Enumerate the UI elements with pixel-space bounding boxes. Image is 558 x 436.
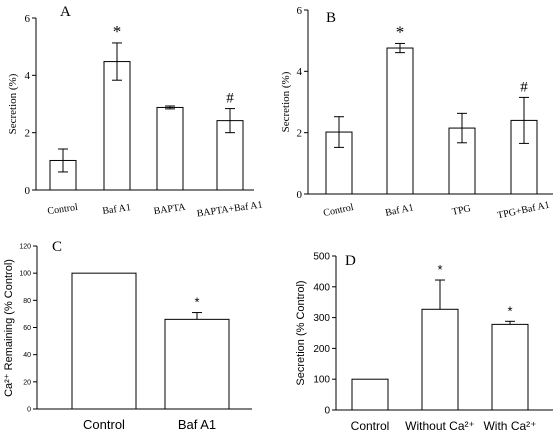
significance-marker: * xyxy=(113,22,122,41)
y-tick-label: 0 xyxy=(25,185,31,197)
x-tick-label: BAPTA+Baf A1 xyxy=(196,199,263,219)
y-axis-label: Ca²⁺ Remaining (% Control) xyxy=(3,259,15,397)
significance-marker: * xyxy=(507,303,512,318)
chart-panel-a: 0 2 4 6 Secretion (%) Control * Baf A1 BAPTA # BAP… xyxy=(7,13,263,220)
x-tick-label: With Ca²⁺ xyxy=(483,419,536,433)
bar xyxy=(164,318,230,410)
panel-label-a: A xyxy=(60,4,71,20)
y-tick-label: 4 xyxy=(297,66,303,78)
y-axis-label: Secretion (%) xyxy=(7,73,19,134)
x-tick-label: Baf A1 xyxy=(384,202,414,219)
y-tick-label: 400 xyxy=(313,282,330,293)
y-axis-label: Secretion (%) xyxy=(280,71,292,132)
bar xyxy=(351,378,389,411)
bar xyxy=(103,61,131,191)
significance-marker: * xyxy=(194,295,199,310)
panel-label-d: D xyxy=(345,253,356,269)
y-tick-label: 0 xyxy=(297,189,303,201)
bar xyxy=(491,323,529,411)
y-tick-label: 500 xyxy=(313,252,330,263)
y-tick-label: 60 xyxy=(23,325,31,332)
y-tick-label: 0 xyxy=(27,406,31,413)
y-tick-label: 200 xyxy=(313,344,330,355)
y-tick-label: 100 xyxy=(19,271,31,278)
chart-panel-c: 0 20 40 60 80 100 120 Ca²⁺ Remaining (% Control… xyxy=(3,243,252,432)
significance-marker: * xyxy=(437,262,442,277)
x-tick-label: Control xyxy=(83,417,125,432)
y-tick-label: 120 xyxy=(19,243,31,250)
x-tick-label: Baf A1 xyxy=(102,202,132,217)
y-tick-label: 0 xyxy=(324,406,330,417)
significance-marker: # xyxy=(520,79,528,95)
y-tick-label: 100 xyxy=(313,375,330,386)
bar xyxy=(156,106,184,191)
y-tick-label: 6 xyxy=(25,13,31,25)
x-tick-label: Control xyxy=(47,202,79,217)
bar xyxy=(421,308,459,411)
x-tick-label: Control xyxy=(351,419,390,433)
x-tick-label: BAPTA xyxy=(153,202,187,217)
y-tick-label: 2 xyxy=(297,128,303,140)
y-tick-label: 2 xyxy=(25,128,31,140)
significance-marker: # xyxy=(226,91,234,107)
significance-marker: * xyxy=(396,22,405,41)
x-tick-label: Baf A1 xyxy=(178,417,216,432)
y-tick-label: 40 xyxy=(23,352,31,359)
y-axis-label: Secretion (% Control) xyxy=(295,280,307,385)
y-tick-label: 80 xyxy=(23,298,31,305)
bar xyxy=(386,47,414,195)
bar xyxy=(71,272,137,410)
x-tick-label: TPG xyxy=(451,203,472,218)
chart-panel-d: 0 100 200 300 400 500 Secretion (% Control) Con… xyxy=(295,252,553,433)
y-tick-label: 300 xyxy=(313,313,330,324)
x-tick-label: TPG+Baf A1 xyxy=(496,200,550,222)
y-tick-label: 4 xyxy=(25,70,31,82)
x-tick-label: Without Ca²⁺ xyxy=(405,419,475,433)
x-tick-label: Control xyxy=(322,202,354,219)
chart-panel-b: 0 2 4 6 Secretion (%) Control * Baf A1 TPG # TPG+B… xyxy=(280,5,553,222)
y-tick-label: 6 xyxy=(297,5,303,17)
panel-label-b: B xyxy=(326,10,336,26)
panel-label-c: C xyxy=(52,239,62,255)
y-tick-label: 20 xyxy=(23,379,31,386)
